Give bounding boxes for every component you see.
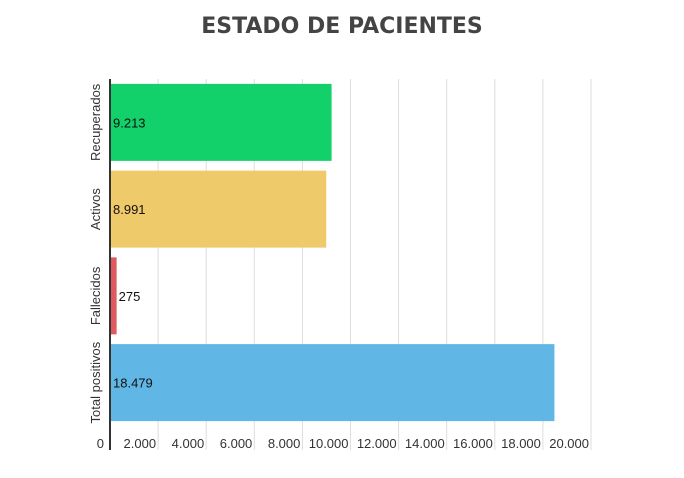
- data-labels: 9.213 8.991 275 18.479: [113, 115, 153, 390]
- x-tick-label: 20.000: [549, 436, 589, 451]
- bar-activos: [110, 170, 327, 248]
- x-tick-label: 0: [97, 436, 104, 451]
- bar-recuperados: [110, 83, 332, 161]
- x-tick-label: 4.000: [172, 436, 205, 451]
- bar-total-positivos: [110, 344, 555, 422]
- bar-fallecidos: [110, 257, 117, 335]
- x-tick-label: 18.000: [501, 436, 541, 451]
- x-tick-label: 8.000: [268, 436, 301, 451]
- category-label: Fallecidos: [88, 266, 103, 325]
- x-axis-ticks: 0 2.000 4.000 6.000 8.000 10.000 12.000 14.000 1…: [97, 436, 589, 451]
- category-label: Total positivos: [88, 341, 103, 423]
- x-tick-label: 12.000: [357, 436, 397, 451]
- x-tick-label: 6.000: [220, 436, 253, 451]
- data-label: 8.991: [113, 202, 146, 217]
- x-tick-label: 14.000: [405, 436, 445, 451]
- category-label: Activos: [88, 188, 103, 230]
- y-axis-categories: Recuperados Activos Fallecidos Total positi…: [88, 83, 103, 423]
- data-label: 18.479: [113, 376, 153, 391]
- chart-title: ESTADO DE PACIENTES: [201, 14, 483, 39]
- bars: [110, 83, 555, 422]
- category-label: Recuperados: [88, 83, 103, 161]
- x-tick-label: 2.000: [124, 436, 157, 451]
- data-label: 275: [119, 289, 141, 304]
- data-label: 9.213: [113, 115, 146, 130]
- x-tick-label: 16.000: [453, 436, 493, 451]
- x-tick-label: 10.000: [309, 436, 349, 451]
